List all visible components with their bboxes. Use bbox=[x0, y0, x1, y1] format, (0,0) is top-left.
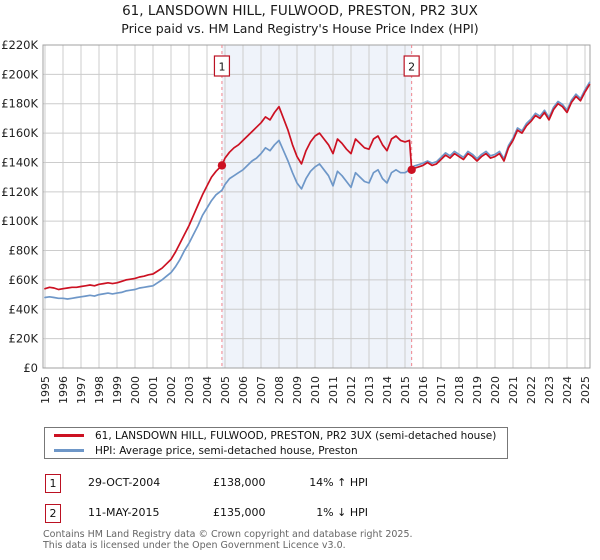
sale-marker-label-2: 2 bbox=[408, 61, 415, 74]
plot-border bbox=[42, 44, 591, 369]
transaction-1-date: 29-OCT-2004 bbox=[88, 476, 161, 489]
price-paid-line bbox=[44, 83, 591, 291]
y-axis-tick-label: £100K bbox=[1, 214, 38, 228]
price-history-chart: 1 2 £0 £20K £40K £60K £80K £100K £120K £140K £160K… bbox=[1, 38, 592, 404]
license-footer: Contains HM Land Registry data © Crown c… bbox=[43, 529, 413, 551]
x-axis-tick-label: 2006 bbox=[237, 376, 250, 404]
y-axis-tick-label: £200K bbox=[1, 67, 38, 81]
transaction-row-2: 2 11-MAY-2015 £135,000 1% ↓ HPI bbox=[45, 504, 375, 526]
x-axis-tick-label: 2025 bbox=[579, 376, 592, 404]
x-axis-tick-label: 1998 bbox=[93, 376, 106, 404]
x-axis-tick-label: 2017 bbox=[435, 376, 448, 404]
y-axis-tick-label: £180K bbox=[1, 97, 38, 111]
y-axis-tick-label: £80K bbox=[9, 244, 39, 258]
transaction-2-price: £135,000 bbox=[213, 506, 266, 519]
x-axis-tick-label: 1997 bbox=[75, 376, 88, 404]
x-axis-tick-label: 2020 bbox=[489, 376, 502, 404]
x-axis-tick-label: 2004 bbox=[201, 376, 214, 404]
x-axis-tick-label: 2015 bbox=[399, 376, 412, 404]
sale-marker-label-1: 1 bbox=[218, 61, 225, 74]
x-axis-tick-label: 2014 bbox=[381, 376, 394, 404]
x-axis-tick-label: 2024 bbox=[561, 376, 574, 404]
transaction-1-marker-badge: 1 bbox=[45, 474, 61, 493]
y-axis-tick-label: £60K bbox=[9, 273, 39, 287]
hpi-line bbox=[44, 81, 591, 300]
x-axis-tick-label: 2018 bbox=[453, 376, 466, 404]
y-axis-tick-label: £40K bbox=[9, 302, 39, 316]
legend-item-price-paid: 61, LANSDOWN HILL, FULWOOD, PRESTON, PR2… bbox=[45, 429, 507, 442]
x-axis-tick-label: 1996 bbox=[57, 376, 70, 404]
legend-label-price-paid: 61, LANSDOWN HILL, FULWOOD, PRESTON, PR2… bbox=[95, 429, 497, 442]
x-axis-tick-label: 2019 bbox=[471, 376, 484, 404]
x-axis-tick-label: 2007 bbox=[255, 376, 268, 404]
transaction-2-marker-badge: 2 bbox=[45, 504, 61, 523]
transaction-2-vs-hpi: 1% ↓ HPI bbox=[316, 506, 368, 519]
page-subtitle: Price paid vs. HM Land Registry's House … bbox=[121, 21, 479, 36]
x-axis-tick-label: 2008 bbox=[273, 376, 286, 404]
x-axis-tick-label: 1995 bbox=[39, 376, 52, 404]
transaction-1-vs-hpi: 14% ↑ HPI bbox=[309, 476, 368, 489]
sale-marker-box-2 bbox=[403, 55, 420, 77]
transaction-row-1: 1 29-OCT-2004 £138,000 14% ↑ HPI bbox=[45, 474, 375, 496]
legend-item-hpi: HPI: Average price, semi-detached house,… bbox=[45, 444, 507, 457]
footer-line-1: Contains HM Land Registry data © Crown c… bbox=[43, 529, 413, 540]
x-axis-tick-label: 2023 bbox=[543, 376, 556, 404]
x-axis-tick-label: 2011 bbox=[327, 376, 340, 404]
chart-legend: 61, LANSDOWN HILL, FULWOOD, PRESTON, PR2… bbox=[44, 427, 508, 459]
sale-point-1 bbox=[217, 161, 227, 170]
x-axis-tick-label: 2022 bbox=[525, 376, 538, 404]
y-axis-tick-label: £120K bbox=[1, 185, 38, 199]
x-axis-tick-label: 2010 bbox=[309, 376, 322, 404]
page-title: 61, LANSDOWN HILL, FULWOOD, PRESTON, PR2… bbox=[122, 3, 478, 19]
y-axis-tick-label: £140K bbox=[1, 155, 38, 169]
x-axis-tick-label: 2000 bbox=[129, 376, 142, 404]
legend-label-hpi: HPI: Average price, semi-detached house,… bbox=[95, 444, 358, 457]
x-axis-tick-label: 2009 bbox=[291, 376, 304, 404]
sale-marker-box-1 bbox=[213, 55, 231, 77]
hpi-line-swatch bbox=[54, 449, 84, 452]
y-axis-tick-label: £220K bbox=[1, 38, 38, 52]
sale-point-2 bbox=[407, 165, 416, 174]
transaction-1-price: £138,000 bbox=[213, 476, 266, 489]
footer-line-2: This data is licensed under the Open Gov… bbox=[43, 540, 346, 551]
x-axis-tick-label: 2016 bbox=[417, 376, 430, 404]
y-axis-tick-label: £20K bbox=[9, 332, 39, 346]
x-axis-tick-label: 2013 bbox=[363, 376, 376, 404]
x-axis-tick-label: 2003 bbox=[183, 376, 196, 404]
x-axis-tick-label: 1999 bbox=[111, 376, 124, 404]
x-axis-tick-label: 2012 bbox=[345, 376, 358, 404]
ownership-period-shading bbox=[221, 45, 412, 368]
y-axis-tick-label: £160K bbox=[1, 126, 38, 140]
y-axis-tick-label: £0 bbox=[23, 361, 38, 375]
price-paid-line-swatch bbox=[54, 434, 84, 437]
x-axis-tick-label: 2005 bbox=[219, 376, 232, 404]
transaction-2-date: 11-MAY-2015 bbox=[88, 506, 160, 519]
x-axis-tick-label: 2001 bbox=[147, 376, 160, 404]
x-axis-tick-label: 2021 bbox=[507, 376, 520, 404]
x-axis-tick-label: 2002 bbox=[165, 376, 178, 404]
